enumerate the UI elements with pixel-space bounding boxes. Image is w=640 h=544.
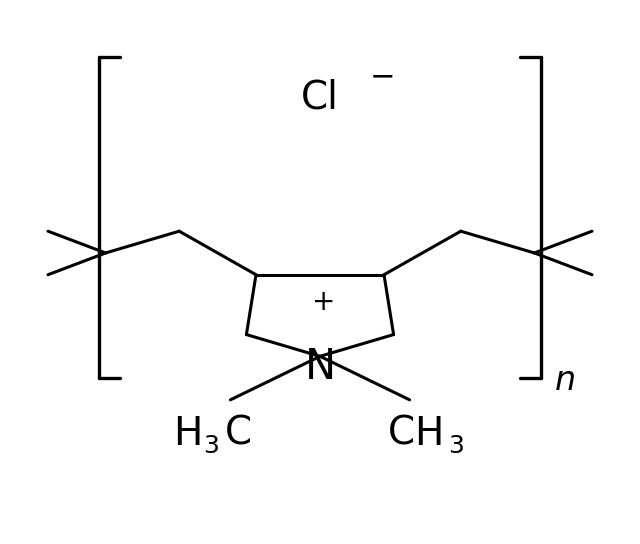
Text: H: H — [414, 415, 444, 453]
Text: N: N — [305, 346, 335, 388]
Text: 3: 3 — [204, 434, 219, 458]
Text: Cl: Cl — [301, 79, 339, 117]
Text: C: C — [225, 415, 252, 453]
Text: −: − — [370, 63, 396, 92]
Text: 3: 3 — [449, 434, 464, 458]
Text: +: + — [312, 288, 335, 316]
Text: H: H — [173, 415, 202, 453]
Text: C: C — [388, 415, 415, 453]
Text: n: n — [555, 364, 576, 397]
